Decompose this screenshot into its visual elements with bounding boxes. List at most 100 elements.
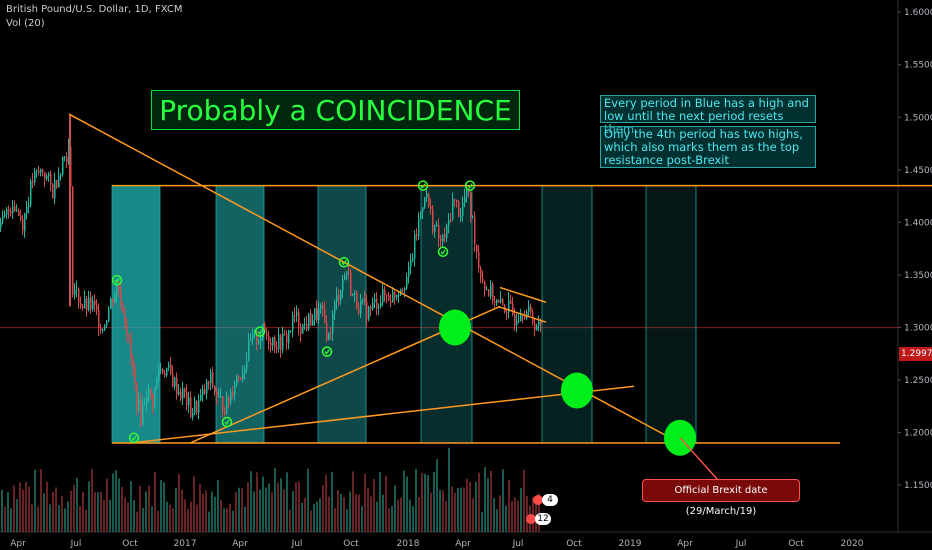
volume-bar [61,496,63,532]
volume-bar [91,469,93,532]
volume-bar [307,468,309,532]
candle-body [30,180,32,206]
candle-body [270,342,272,346]
candle-body [288,330,290,344]
volume-bar [304,497,306,532]
candle-body [284,333,286,335]
volume-bar [166,501,168,532]
candle-body [228,397,230,404]
volume-bar [505,505,507,532]
candle-body [434,226,436,232]
volume-bar [376,501,378,532]
candle-body [422,207,424,212]
volume-bar [235,492,237,532]
volume-bar [475,481,477,532]
y-tick-label: 1.55000 [904,61,932,71]
candle-body [136,382,138,411]
candle-body [54,179,56,199]
candle-body [82,306,84,309]
candle-body [176,377,178,395]
volume-bar [538,493,540,532]
candle-body [226,397,228,414]
brexit-callout[interactable]: Official Brexit date (29/March/19) [642,479,800,517]
candle-body [534,323,536,331]
candle-body [6,209,8,215]
candle-body [458,202,460,217]
candle-body [500,299,502,303]
candle-body [478,251,480,269]
intersection-circle [439,309,471,346]
y-tick-label: 1.20000 [904,429,932,439]
candle-body [280,334,282,351]
candle-body [388,295,390,301]
volume-bar [133,499,135,532]
candle-body [294,315,296,317]
candle-body [166,367,168,376]
event-flag-icon [526,514,536,524]
volume-bar [58,505,60,532]
candle-body [160,369,162,371]
candle-body [168,364,170,368]
pivot-marker [221,416,233,428]
volume-bar [451,486,453,532]
period-note[interactable]: Every period in Blue has a high and low … [600,95,816,136]
candle-body [150,388,152,395]
candle-body [440,238,442,242]
candle-body [220,396,222,398]
candle-body [364,298,366,302]
candle-body [318,308,320,320]
candle-body [424,197,426,208]
volume-bar [487,478,489,532]
candle-body [296,312,298,316]
volume-bar [373,479,375,532]
volume-bar [256,472,258,532]
volume-bar [397,499,399,532]
candle-body [350,272,352,296]
volume-bar [220,499,222,532]
candle-body [300,327,302,334]
title-annotation[interactable]: Probably a COINCIDENCE [151,90,520,130]
candle-body [320,305,322,309]
candle-body [292,315,294,331]
candle-body [508,300,510,313]
volume-bar [313,503,315,532]
pivot-check [257,329,263,335]
candle-body [420,211,422,219]
candle-body [256,331,258,344]
volume-bar [331,471,333,532]
candle-body [8,209,10,212]
candle-body [452,198,454,220]
events-badge[interactable]: 12 [535,513,551,525]
volume-bar [226,508,228,532]
volume-bar [259,489,261,532]
volume-bar [277,482,279,532]
fourth-period-note[interactable]: Only the 4th period has two highs, which… [600,126,816,168]
candle-body [24,213,26,232]
volume-bar [139,485,141,532]
candle-body [432,209,434,232]
volume-bar [514,497,516,532]
candle-body [466,189,468,197]
candle-body [390,300,392,303]
candle-body [36,170,38,172]
candle-body [244,369,246,374]
candle-body [90,297,92,310]
volume-bar [358,494,360,532]
y-tick-label: 1.35000 [904,271,932,281]
candle-body [492,284,494,302]
volume-bar [478,472,480,532]
candle-body [398,294,400,296]
volume-bar [319,498,321,532]
volume-bar [154,471,156,532]
candle-body [354,292,356,295]
earnings-badge[interactable]: 4 [542,494,558,506]
volume-bar [289,509,291,532]
volume-bar [100,491,102,532]
candle-body [356,292,358,308]
volume-bar [76,477,78,532]
candle-body [236,376,238,385]
candle-body [310,313,312,326]
volume-bar [211,491,213,532]
volume-bar [316,501,318,532]
